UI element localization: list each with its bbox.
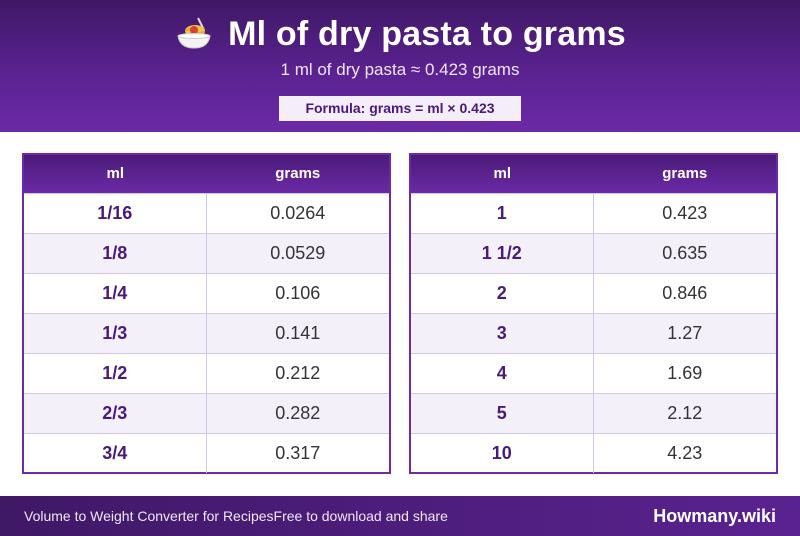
ml-cell: 2: [411, 274, 594, 313]
conversion-table-left: ml grams 1/16 0.0264 1/8 0.0529 1/4 0.106 1…: [22, 153, 391, 474]
table-body: 1/16 0.0264 1/8 0.0529 1/4 0.106 1/3 0.141 1…: [24, 193, 389, 473]
brand-logo-text[interactable]: Howmany.wiki: [653, 506, 776, 526]
table-row: 1/8 0.0529: [24, 233, 389, 273]
column-header-ml: ml: [493, 165, 511, 182]
ml-cell: 1/3: [24, 314, 207, 353]
footer-text: Volume to Weight Converter for RecipesFr…: [24, 508, 448, 524]
ml-cell: 3: [411, 314, 594, 353]
table-row: 1/4 0.106: [24, 273, 389, 313]
table-row: 1 0.423: [411, 193, 776, 233]
subtitle: 1 ml of dry pasta ≈ 0.423 grams: [280, 60, 520, 79]
table-body: 1 0.423 1 1/2 0.635 2 0.846 3 1.27 4 1.69 5 2.…: [411, 193, 776, 473]
grams-cell: 0.141: [275, 323, 321, 343]
grams-cell: 0.846: [662, 283, 708, 303]
grams-cell: 0.212: [275, 363, 321, 383]
grams-cell: 1.69: [667, 363, 703, 383]
grams-cell: 0.317: [275, 443, 321, 463]
table-row: 1/3 0.141: [24, 313, 389, 353]
spaghetti-icon: [177, 17, 211, 49]
ml-cell: 5: [411, 394, 594, 433]
grams-cell: 0.282: [275, 403, 321, 423]
table-row: 5 2.12: [411, 393, 776, 433]
table-row: 1/2 0.212: [24, 353, 389, 393]
ml-cell: 10: [411, 434, 594, 473]
ml-cell: 4: [411, 354, 594, 393]
column-header-grams: grams: [275, 165, 321, 182]
ml-cell: 1/16: [24, 194, 207, 233]
ml-cell: 1 1/2: [411, 234, 594, 273]
grams-cell: 0.423: [662, 203, 708, 223]
ml-cell: 1: [411, 194, 594, 233]
grams-cell: 2.12: [667, 403, 703, 423]
ml-cell: 2/3: [24, 394, 207, 433]
column-header-grams: grams: [662, 165, 708, 182]
table-row: 3 1.27: [411, 313, 776, 353]
table-row: 1 1/2 0.635: [411, 233, 776, 273]
table-row: 4 1.69: [411, 353, 776, 393]
table-row: 2 0.846: [411, 273, 776, 313]
header: Ml of dry pasta to grams 1 ml of dry pas…: [0, 0, 800, 132]
table-row: 3/4 0.317: [24, 433, 389, 473]
grams-cell: 0.635: [662, 243, 708, 263]
table-row: 10 4.23: [411, 433, 776, 473]
ml-cell: 1/8: [24, 234, 207, 273]
ml-cell: 1/4: [24, 274, 207, 313]
table-row: 2/3 0.282: [24, 393, 389, 433]
grams-cell: 0.106: [275, 283, 321, 303]
conversion-table-right: ml grams 1 0.423 1 1/2 0.635 2 0.846 3 1.27 …: [409, 153, 778, 474]
grams-cell: 0.0264: [270, 203, 326, 223]
table-header: ml grams: [24, 155, 389, 193]
table-header: ml grams: [411, 155, 776, 193]
title-row: Ml of dry pasta to grams: [0, 14, 800, 54]
footer: Volume to Weight Converter for RecipesFr…: [0, 496, 800, 536]
ml-cell: 1/2: [24, 354, 207, 393]
grams-cell: 4.23: [667, 443, 703, 463]
page-title: Ml of dry pasta to grams: [228, 14, 626, 53]
formula-badge: Formula: grams = ml × 0.423: [279, 96, 521, 121]
ml-cell: 3/4: [24, 434, 207, 473]
column-header-ml: ml: [106, 165, 124, 182]
grams-cell: 0.0529: [270, 243, 326, 263]
table-row: 1/16 0.0264: [24, 193, 389, 233]
grams-cell: 1.27: [667, 323, 703, 343]
